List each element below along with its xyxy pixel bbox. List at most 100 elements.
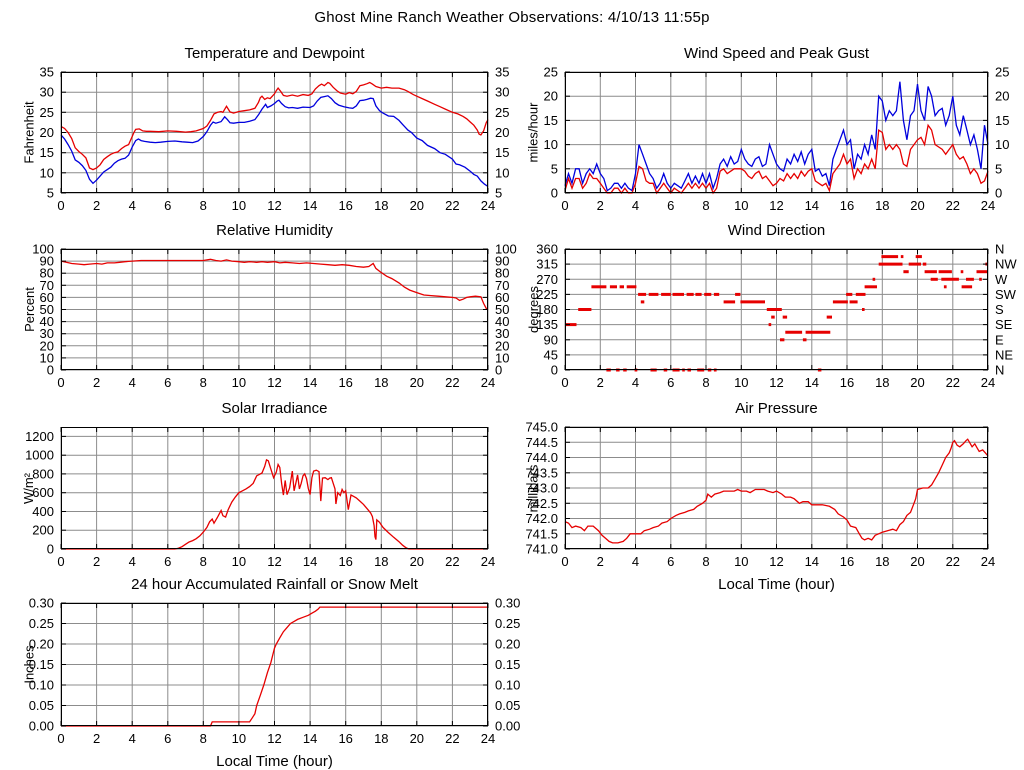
- svg-text:30: 30: [40, 85, 54, 100]
- svg-text:0.00: 0.00: [29, 719, 54, 734]
- svg-text:16: 16: [840, 198, 854, 213]
- svg-text:22: 22: [946, 554, 960, 569]
- svg-text:10: 10: [495, 350, 509, 365]
- svg-text:25: 25: [495, 105, 509, 120]
- svg-text:2: 2: [93, 198, 100, 213]
- chart-rainfall-snowmelt: 24 hour Accumulated Rainfall or Snow Mel…: [22, 576, 521, 770]
- svg-text:0.15: 0.15: [495, 657, 520, 672]
- svg-text:12: 12: [769, 375, 783, 390]
- svg-text:0.05: 0.05: [29, 698, 54, 713]
- svg-text:0.25: 0.25: [495, 616, 520, 631]
- svg-text:40: 40: [40, 314, 54, 329]
- svg-text:25: 25: [995, 65, 1009, 80]
- svg-text:4: 4: [632, 375, 639, 390]
- svg-text:80: 80: [40, 266, 54, 281]
- svg-text:743.0: 743.0: [525, 481, 558, 496]
- svg-text:10: 10: [734, 554, 748, 569]
- svg-text:18: 18: [374, 375, 388, 390]
- svg-text:0: 0: [57, 731, 64, 746]
- svg-text:N: N: [995, 363, 1004, 378]
- svg-text:2: 2: [93, 731, 100, 746]
- svg-text:741.5: 741.5: [525, 526, 558, 541]
- svg-text:22: 22: [445, 731, 459, 746]
- svg-text:744.0: 744.0: [525, 450, 558, 465]
- svg-text:70: 70: [495, 278, 509, 293]
- svg-text:14: 14: [805, 554, 819, 569]
- svg-text:0.20: 0.20: [29, 637, 54, 652]
- svg-text:0.05: 0.05: [495, 698, 520, 713]
- svg-text:2: 2: [597, 198, 604, 213]
- svg-text:24: 24: [481, 554, 495, 569]
- chart-solar-irradiance: Solar Irradiance W/m² 0 2 4 6 8 10 12 14 16 18 20 2…: [22, 400, 496, 569]
- svg-text:25: 25: [40, 105, 54, 120]
- svg-text:10: 10: [995, 137, 1009, 152]
- svg-text:12: 12: [769, 198, 783, 213]
- svg-text:16: 16: [840, 375, 854, 390]
- svg-text:180: 180: [536, 302, 558, 317]
- svg-text:20: 20: [995, 89, 1009, 104]
- rainfall-snowmelt-plot: 0 2 4 6 8 10 12 14 16 18 20 22 240.00 0.000.05 0.050.1…: [29, 596, 521, 747]
- svg-text:4: 4: [632, 554, 639, 569]
- svg-text:8: 8: [702, 554, 709, 569]
- svg-text:744.5: 744.5: [525, 435, 558, 450]
- svg-text:400: 400: [32, 504, 54, 519]
- svg-text:20: 20: [410, 731, 424, 746]
- svg-text:22: 22: [445, 554, 459, 569]
- svg-text:22: 22: [445, 198, 459, 213]
- svg-text:20: 20: [544, 89, 558, 104]
- svg-text:225: 225: [536, 287, 558, 302]
- svg-text:6: 6: [164, 375, 171, 390]
- svg-text:SE: SE: [995, 317, 1013, 332]
- svg-text:60: 60: [40, 290, 54, 305]
- svg-text:30: 30: [495, 85, 509, 100]
- svg-text:35: 35: [495, 65, 509, 80]
- y-axis-label-text: miles/hour: [525, 102, 541, 163]
- svg-text:20: 20: [410, 198, 424, 213]
- svg-text:10: 10: [734, 198, 748, 213]
- svg-text:10: 10: [495, 165, 509, 180]
- svg-text:SW: SW: [995, 287, 1017, 302]
- svg-text:6: 6: [667, 198, 674, 213]
- svg-text:200: 200: [32, 523, 54, 538]
- svg-text:22: 22: [445, 375, 459, 390]
- svg-text:16: 16: [338, 198, 352, 213]
- svg-text:0.15: 0.15: [29, 657, 54, 672]
- svg-text:10: 10: [544, 137, 558, 152]
- svg-text:15: 15: [495, 145, 509, 160]
- svg-text:20: 20: [910, 375, 924, 390]
- svg-text:4: 4: [129, 731, 136, 746]
- svg-text:5: 5: [551, 161, 558, 176]
- svg-text:20: 20: [495, 338, 509, 353]
- svg-text:0: 0: [561, 375, 568, 390]
- svg-text:5: 5: [995, 161, 1002, 176]
- svg-text:70: 70: [40, 278, 54, 293]
- page-title: Ghost Mine Ranch Weather Observations: 4…: [314, 9, 710, 26]
- svg-text:12: 12: [769, 554, 783, 569]
- svg-text:18: 18: [875, 375, 889, 390]
- chart-title: Relative Humidity: [216, 222, 333, 239]
- svg-text:12: 12: [267, 375, 281, 390]
- svg-text:24: 24: [981, 198, 995, 213]
- svg-text:0.30: 0.30: [495, 596, 520, 611]
- svg-text:4: 4: [129, 375, 136, 390]
- svg-text:60: 60: [495, 290, 509, 305]
- svg-text:10: 10: [232, 554, 246, 569]
- chart-title: Wind Speed and Peak Gust: [683, 45, 870, 62]
- svg-text:8: 8: [200, 554, 207, 569]
- svg-text:50: 50: [495, 302, 509, 317]
- svg-text:360: 360: [536, 242, 558, 257]
- svg-text:1200: 1200: [25, 429, 54, 444]
- svg-text:8: 8: [702, 375, 709, 390]
- svg-text:20: 20: [495, 125, 509, 140]
- svg-text:14: 14: [303, 198, 317, 213]
- svg-text:0: 0: [551, 186, 558, 201]
- svg-text:14: 14: [805, 375, 819, 390]
- svg-text:6: 6: [164, 198, 171, 213]
- solar-irradiance-plot: 0 2 4 6 8 10 12 14 16 18 20 22 240200400600800100012…: [25, 427, 495, 569]
- svg-text:15: 15: [40, 145, 54, 160]
- svg-text:12: 12: [267, 198, 281, 213]
- svg-text:NW: NW: [995, 257, 1017, 272]
- svg-text:0: 0: [995, 186, 1002, 201]
- svg-text:0: 0: [551, 363, 558, 378]
- chart-title: Solar Irradiance: [221, 400, 328, 417]
